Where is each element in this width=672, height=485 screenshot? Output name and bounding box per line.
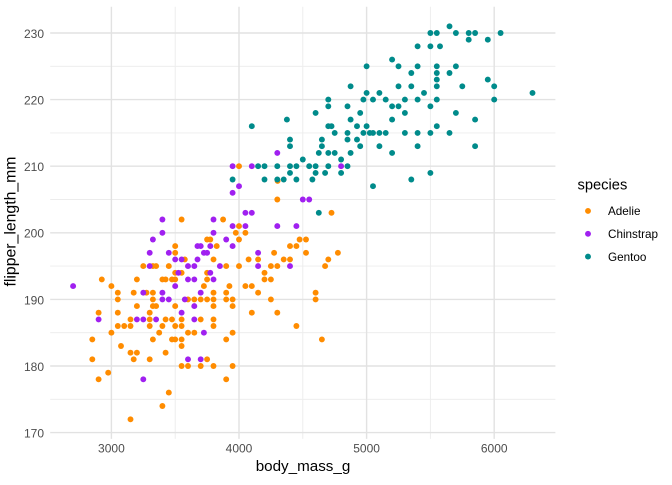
svg-text:body_mass_g: body_mass_g bbox=[256, 458, 351, 475]
svg-text:flipper_length_mm: flipper_length_mm bbox=[3, 157, 20, 287]
svg-text:230: 230 bbox=[24, 27, 44, 41]
svg-text:4000: 4000 bbox=[226, 442, 253, 456]
svg-text:Gentoo: Gentoo bbox=[608, 251, 647, 264]
svg-text:Adelie: Adelie bbox=[608, 205, 641, 218]
svg-text:3000: 3000 bbox=[98, 442, 125, 456]
svg-text:170: 170 bbox=[24, 427, 44, 441]
svg-text:220: 220 bbox=[24, 94, 44, 108]
svg-text:190: 190 bbox=[24, 293, 44, 307]
svg-text:Chinstrap: Chinstrap bbox=[608, 228, 659, 241]
svg-text:210: 210 bbox=[24, 160, 44, 174]
svg-text:180: 180 bbox=[24, 360, 44, 374]
svg-text:5000: 5000 bbox=[353, 442, 380, 456]
svg-text:200: 200 bbox=[24, 227, 44, 241]
svg-text:6000: 6000 bbox=[481, 442, 508, 456]
svg-text:species: species bbox=[578, 177, 628, 193]
